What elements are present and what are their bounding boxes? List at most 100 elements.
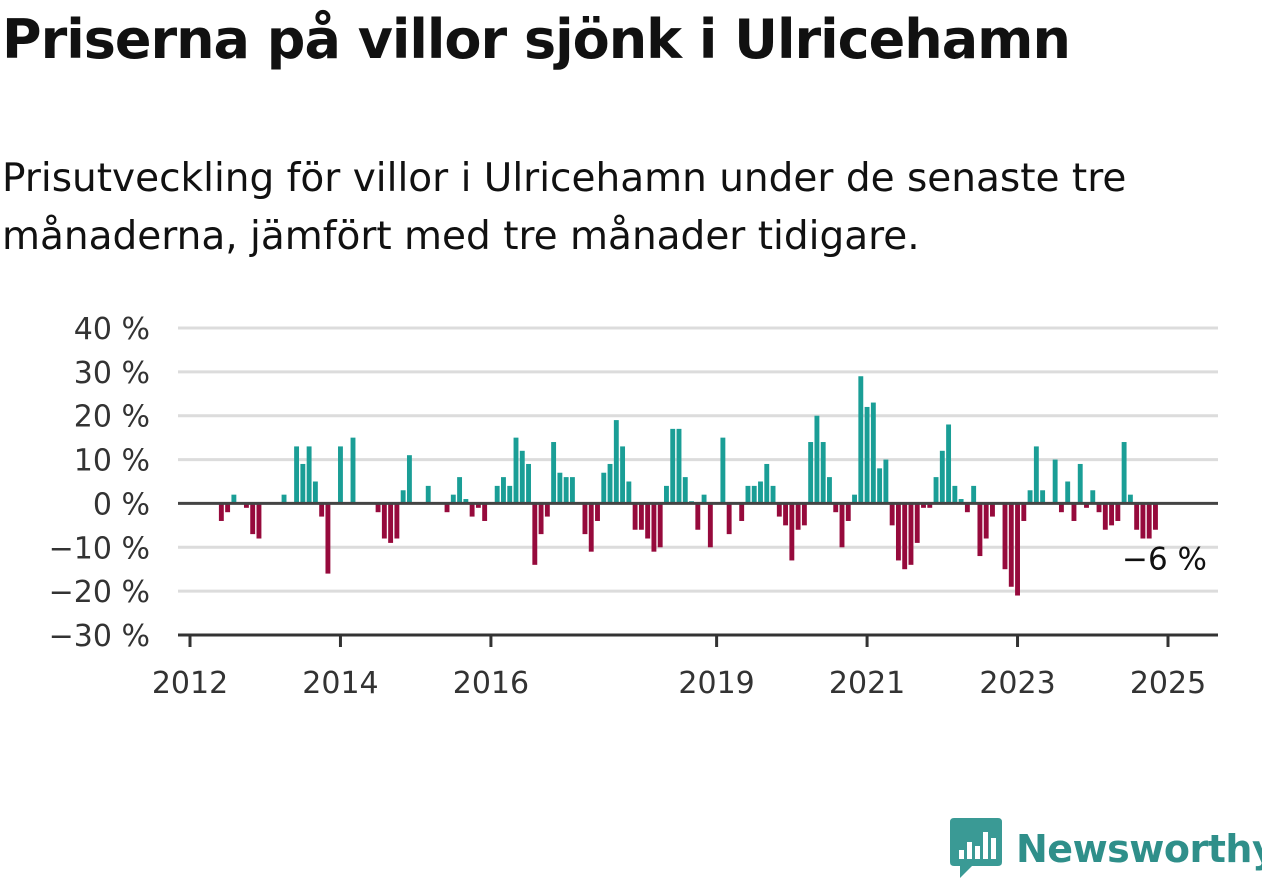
bar bbox=[977, 503, 983, 557]
bar bbox=[463, 499, 469, 504]
bar-chart: 40 %30 %20 %10 %0 %−10 %−20 %−30 % 2012 2… bbox=[49, 312, 1218, 701]
x-tick-label: 2012 bbox=[152, 666, 228, 701]
bar bbox=[858, 376, 864, 504]
bar bbox=[933, 477, 939, 504]
y-tick-label: 40 % bbox=[74, 312, 150, 347]
bar bbox=[921, 503, 926, 508]
bar bbox=[701, 494, 707, 504]
bar bbox=[795, 503, 801, 530]
bar bbox=[964, 503, 970, 513]
bar bbox=[1021, 503, 1027, 521]
bar bbox=[676, 428, 682, 504]
bar bbox=[914, 503, 920, 543]
newsworthy-logo: Newsworthy bbox=[950, 818, 1262, 880]
bar bbox=[682, 477, 688, 504]
bar bbox=[783, 503, 789, 526]
bar bbox=[638, 503, 644, 530]
bar bbox=[1071, 503, 1077, 521]
bar bbox=[281, 494, 287, 504]
bar bbox=[1115, 503, 1121, 521]
bar bbox=[482, 503, 488, 521]
bar bbox=[1027, 490, 1033, 504]
bar bbox=[801, 503, 807, 526]
y-tick-label: −20 % bbox=[49, 575, 150, 610]
bar bbox=[908, 503, 914, 565]
bar bbox=[990, 503, 995, 517]
bar bbox=[1146, 503, 1152, 539]
bar bbox=[582, 503, 588, 535]
x-tick-label: 2014 bbox=[302, 666, 378, 701]
bar bbox=[983, 503, 989, 539]
bar bbox=[532, 503, 538, 565]
bar bbox=[845, 503, 851, 521]
bar bbox=[870, 402, 876, 504]
bar bbox=[1058, 503, 1064, 513]
bar bbox=[770, 485, 776, 504]
bar bbox=[519, 450, 525, 504]
bar bbox=[645, 503, 651, 539]
x-tick-label: 2025 bbox=[1130, 666, 1206, 701]
x-tick-label: 2021 bbox=[829, 666, 905, 701]
bar bbox=[388, 503, 394, 543]
bar bbox=[394, 503, 400, 539]
bar bbox=[425, 485, 431, 504]
bar bbox=[325, 503, 331, 574]
bar bbox=[726, 503, 732, 535]
bar bbox=[544, 503, 550, 517]
y-axis-labels: 40 % 30 % 20 % 10 % 0 % −10 % −20 % −30 % bbox=[49, 312, 150, 654]
bar bbox=[971, 485, 977, 504]
y-tick-label: 20 % bbox=[74, 400, 150, 435]
bar bbox=[632, 503, 638, 530]
y-tick-label: 30 % bbox=[74, 356, 150, 391]
chart-title: Priserna på villor sjönk i Ulricehamn bbox=[2, 8, 1071, 71]
x-axis-labels: 2012 2014 2016 2019 2021 2023 2025 bbox=[152, 635, 1206, 701]
bar bbox=[475, 503, 481, 508]
latest-value-annotation: −6 % bbox=[1122, 542, 1207, 578]
bar bbox=[601, 472, 607, 504]
bar bbox=[507, 485, 513, 504]
axes bbox=[178, 501, 1218, 637]
bar bbox=[1084, 503, 1089, 508]
bar bbox=[814, 415, 820, 504]
bar bbox=[670, 428, 676, 504]
bar bbox=[444, 503, 450, 513]
bar bbox=[350, 437, 356, 504]
bar bbox=[457, 477, 463, 504]
bar bbox=[400, 490, 406, 504]
bar bbox=[595, 503, 600, 521]
bar bbox=[651, 503, 657, 552]
bar bbox=[1033, 446, 1039, 504]
bars bbox=[218, 376, 1158, 596]
bar bbox=[1134, 503, 1140, 530]
bar bbox=[250, 503, 256, 535]
bar bbox=[864, 406, 870, 504]
bar bbox=[538, 503, 544, 535]
bar bbox=[751, 485, 757, 504]
bar bbox=[895, 503, 901, 561]
bar bbox=[513, 437, 519, 504]
bar bbox=[852, 494, 857, 504]
bar bbox=[218, 503, 224, 521]
gridlines bbox=[178, 326, 1218, 593]
bar bbox=[243, 503, 249, 508]
bar bbox=[1127, 494, 1133, 504]
bar bbox=[256, 503, 262, 539]
bar bbox=[613, 420, 619, 504]
y-tick-label: 10 % bbox=[74, 444, 150, 479]
bar bbox=[501, 477, 506, 504]
bar bbox=[1040, 490, 1046, 504]
bar bbox=[381, 503, 387, 539]
bar bbox=[946, 424, 952, 504]
bar bbox=[1090, 490, 1096, 504]
bar bbox=[526, 463, 531, 504]
x-tick-label: 2019 bbox=[678, 666, 754, 701]
bar bbox=[820, 442, 826, 504]
bar bbox=[833, 503, 839, 513]
bar bbox=[1109, 503, 1115, 526]
bar bbox=[620, 446, 626, 504]
newsworthy-logo-text: Newsworthy bbox=[1016, 827, 1262, 871]
bar bbox=[927, 503, 933, 508]
bar bbox=[225, 503, 231, 513]
bar bbox=[231, 494, 237, 504]
bar bbox=[375, 503, 381, 513]
